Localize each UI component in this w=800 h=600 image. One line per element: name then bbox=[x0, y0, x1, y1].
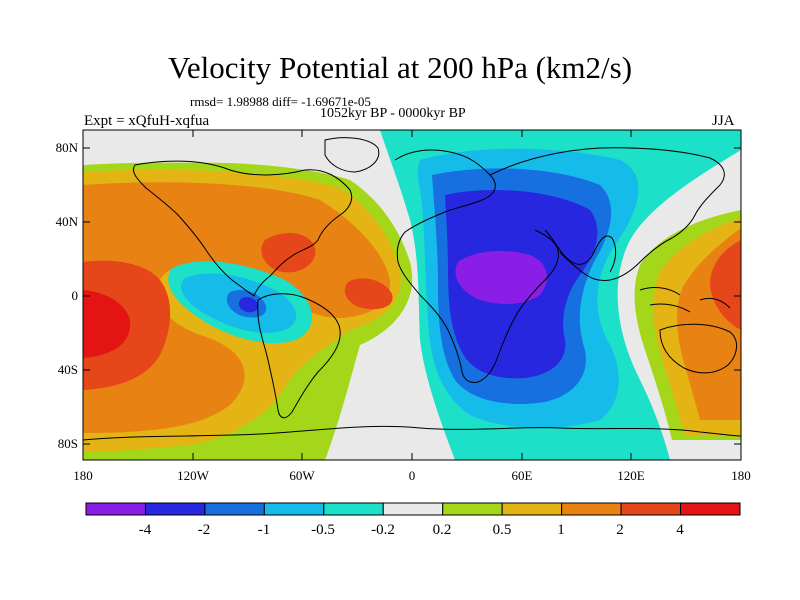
colorbar-label: 2 bbox=[616, 522, 624, 538]
lat-tick-label: 40N bbox=[55, 214, 78, 229]
colorbar-swatch bbox=[501, 502, 563, 516]
colorbar-label: -0.5 bbox=[311, 522, 335, 538]
coast-europe-africa bbox=[394, 149, 559, 383]
coast-australia bbox=[659, 323, 737, 374]
colorbar-label: 1 bbox=[557, 522, 565, 538]
colorbar-label: -4 bbox=[138, 522, 152, 538]
period-line: 1052kyr BP - 0000kyr BP bbox=[320, 106, 466, 121]
stats-line: rmsd= 1.98988 diff= -1.69671e-05 bbox=[190, 94, 371, 109]
coastlines bbox=[83, 137, 741, 441]
contour-red-west bbox=[83, 290, 131, 358]
lat-tick-label: 80S bbox=[57, 436, 78, 451]
colorbar-swatch bbox=[680, 502, 741, 516]
colorbar-swatch bbox=[442, 502, 503, 516]
colorbar-label: 0.5 bbox=[492, 522, 512, 538]
contour-red-orange-atlantic bbox=[344, 278, 393, 310]
lon-tick-label: 0 bbox=[408, 468, 416, 483]
colorbar-label: -1 bbox=[257, 522, 271, 538]
contour-red-orange-wpac bbox=[710, 240, 741, 330]
contour-blue-epac bbox=[238, 297, 258, 313]
colorbar-swatch bbox=[204, 502, 265, 516]
colorbar bbox=[85, 502, 741, 516]
coast-asia bbox=[489, 147, 725, 281]
lat-tick-label: 80N bbox=[55, 140, 78, 155]
map-title: Velocity Potential at 200 hPa (km2/s) bbox=[167, 50, 633, 85]
axis-ticks bbox=[82, 130, 742, 460]
coast-arabia-india bbox=[544, 229, 617, 273]
lon-tick-label: 60E bbox=[511, 468, 533, 483]
lon-tick-label: 180 bbox=[73, 468, 93, 483]
lat-tick-label: 40S bbox=[57, 362, 78, 377]
lon-tick-label: 120W bbox=[177, 468, 209, 483]
contour-purple-africa bbox=[455, 250, 547, 305]
colorbar-swatch bbox=[561, 502, 622, 516]
contour-neutral-arctic bbox=[83, 130, 380, 165]
experiment-label: Expt = xQfuH-xqfua bbox=[84, 113, 210, 129]
colorbar-swatch bbox=[382, 502, 444, 516]
lon-tick-label: 180 bbox=[731, 468, 751, 483]
colorbar-swatch bbox=[323, 502, 384, 516]
coast-north-america bbox=[132, 160, 353, 297]
colorbar-label: -0.2 bbox=[371, 522, 395, 538]
colorbar-swatch bbox=[620, 502, 682, 516]
lon-tick-label: 60W bbox=[289, 468, 315, 483]
colorbar-swatch bbox=[85, 502, 146, 516]
coast-greenland bbox=[324, 137, 380, 173]
coast-maritime bbox=[639, 287, 731, 313]
contour-red-orange-caribbean bbox=[261, 233, 316, 273]
lat-tick-label: 0 bbox=[71, 288, 79, 303]
velocity-potential-field bbox=[83, 130, 741, 460]
colorbar-swatch bbox=[144, 502, 206, 516]
colorbar-label: 4 bbox=[676, 522, 684, 538]
coast-antarctica bbox=[83, 425, 741, 441]
lon-tick-label: 120E bbox=[617, 468, 645, 483]
season-label: JJA bbox=[712, 113, 735, 129]
colorbar-label: 0.2 bbox=[432, 522, 452, 538]
colorbar-swatch bbox=[263, 502, 325, 516]
colorbar-label: -2 bbox=[197, 522, 211, 538]
coast-south-america bbox=[257, 293, 341, 419]
